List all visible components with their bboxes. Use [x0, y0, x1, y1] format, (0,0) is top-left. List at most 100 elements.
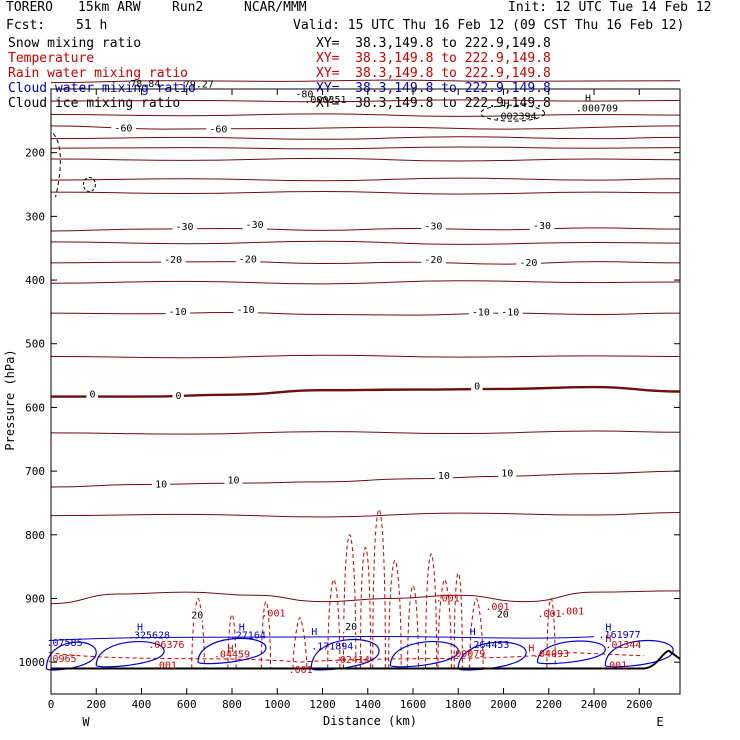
east-end-label: E [656, 715, 663, 729]
temperature-contour-label: -60 [114, 123, 132, 134]
cross-section-plot: -80-60 -60-30 -30 -30 -30-20 -20 -20 -20-10 -10-… [0, 0, 740, 740]
temperature-contour [51, 158, 680, 161]
temperature-contour [51, 262, 680, 265]
temperature-contour-label: -60 [209, 125, 227, 136]
temperature-contour-label: 20 [191, 611, 203, 622]
temperature-contour-label: -20 [424, 255, 442, 266]
temperature-contour-label: -30 [424, 221, 442, 232]
temperature-contour-label: -30 [175, 222, 193, 233]
temperature-contour [51, 513, 680, 517]
snow-contour [53, 134, 60, 198]
rain-contour-label: .04459 [214, 650, 250, 661]
y-tick-label: 700 [25, 465, 45, 478]
contour-labels: -80-60 -60-30 -30 -30 -30-20 -20 -20 -20-10 -10-… [46, 79, 641, 676]
y-tick-label: 900 [25, 592, 45, 605]
rain-contour-label: .04093 [533, 649, 569, 660]
y-tick-label: 300 [25, 210, 45, 223]
y-tick-label: 500 [25, 338, 45, 351]
temperature-contour-label: 0 [474, 381, 480, 392]
cloud-water-contour-label: .325628 [128, 631, 170, 642]
x-tick-label: 0 [48, 698, 55, 711]
x-tick-label: 2600 [626, 698, 653, 711]
x-tick-label: 2200 [536, 698, 563, 711]
x-axis-label: Distance (km) [323, 714, 417, 728]
cloud-water-contour-label: .264453 [467, 640, 509, 651]
temperature-contour-label: -20 [519, 258, 537, 269]
temperature-contour [51, 178, 680, 181]
temperature-contour-label: 10 [501, 469, 513, 480]
x-tick-label: 600 [177, 698, 197, 711]
x-tick-label: 200 [86, 698, 106, 711]
temperature-contour-label: -10 [501, 307, 519, 318]
rain-contour-label: .06376 [148, 640, 184, 651]
temperature-contour-label: 0 [89, 390, 95, 401]
y-tick-label: 400 [25, 274, 45, 287]
temperature-contour-label: -10 [237, 305, 255, 316]
x-tick-label: 1200 [309, 698, 336, 711]
temperature-contour-label: 10 [155, 479, 167, 490]
axes: 0 200 400 600 800 1000 1200 1400 1600 1800 2000 220… [19, 89, 681, 711]
rain-contour [360, 548, 370, 669]
x-tick-label: 1000 [264, 698, 291, 711]
temperature-contour [51, 313, 680, 316]
rain-contour [426, 554, 437, 669]
x-tick-label: 2400 [581, 698, 608, 711]
x-tick-label: 1600 [400, 698, 427, 711]
y-tick-label: 1000 [19, 656, 46, 669]
cloud-water-contour-label: .161977 [599, 630, 641, 641]
y-tick-label: 800 [25, 529, 45, 542]
y-tick-label: 200 [25, 147, 45, 160]
temperature-contour-label: -20 [164, 255, 182, 266]
temperature-contour-label: -20 [239, 255, 257, 266]
rain-contour-label: .001 [485, 602, 509, 613]
temperature-contour [51, 281, 680, 284]
rain-contour-label: .001 [153, 661, 177, 672]
rain-contour-label: .001 [261, 608, 285, 619]
cloud-water-contour-label: .171894 [311, 641, 353, 652]
x-tick-label: 1800 [445, 698, 472, 711]
temperature-contour-label: 20 [345, 622, 357, 633]
temperature-contour-label: -10 [169, 307, 187, 318]
temperature-contour [51, 126, 680, 129]
temperature-contour [51, 591, 680, 604]
temperature-contour [51, 147, 680, 149]
rain-contour-label: .001 [603, 661, 627, 672]
x-tick-label: 1400 [355, 698, 382, 711]
rain-contour-label: .02414 [334, 655, 370, 666]
temperature-contour [51, 192, 680, 195]
x-tick-label: 2000 [490, 698, 517, 711]
temperature-contour-label: 0 [175, 391, 181, 402]
high-marker: H [470, 627, 476, 638]
cloud-water-contour-label: .07585 [46, 638, 82, 649]
temperature-contour [51, 355, 680, 358]
high-marker: H [311, 627, 317, 638]
cloud-ice-contour-label: .000351 [304, 95, 346, 106]
rain-contour [293, 618, 307, 669]
cloud-water-contour-label: .27164 [230, 631, 266, 642]
snow-contour-label: .002394 [494, 112, 536, 123]
temperature-contours [51, 80, 680, 603]
y-tick-label: 600 [25, 401, 45, 414]
x-tick-label: 400 [132, 698, 152, 711]
west-end-label: W [82, 715, 90, 729]
temperature-contour-label: 10 [227, 476, 239, 487]
temperature-contour-label: -30 [533, 221, 551, 232]
temperature-contour-label: -10 [472, 307, 490, 318]
rain-contour-label: .001 [289, 665, 313, 676]
y-axis-label: Pressure (hPa) [3, 349, 17, 450]
rain-contour-label: .001 [537, 609, 561, 620]
x-tick-label: 800 [222, 698, 242, 711]
temperature-contour [51, 241, 680, 244]
temperature-contour [51, 387, 680, 397]
temperature-contour [51, 431, 680, 434]
temperature-contour-label: 10 [438, 471, 450, 482]
temperature-contour [51, 228, 680, 231]
rain-contour-label: .001 [560, 606, 584, 617]
temperature-contour [51, 471, 680, 487]
temperature-contour [51, 137, 680, 140]
cloud-water-contour [390, 642, 458, 667]
snow-contour-label: 78.84 [130, 79, 160, 90]
rain-contour [389, 560, 402, 668]
rain-contour-label: .01344 [605, 640, 641, 651]
rain-contour-label: .001 [436, 594, 460, 605]
